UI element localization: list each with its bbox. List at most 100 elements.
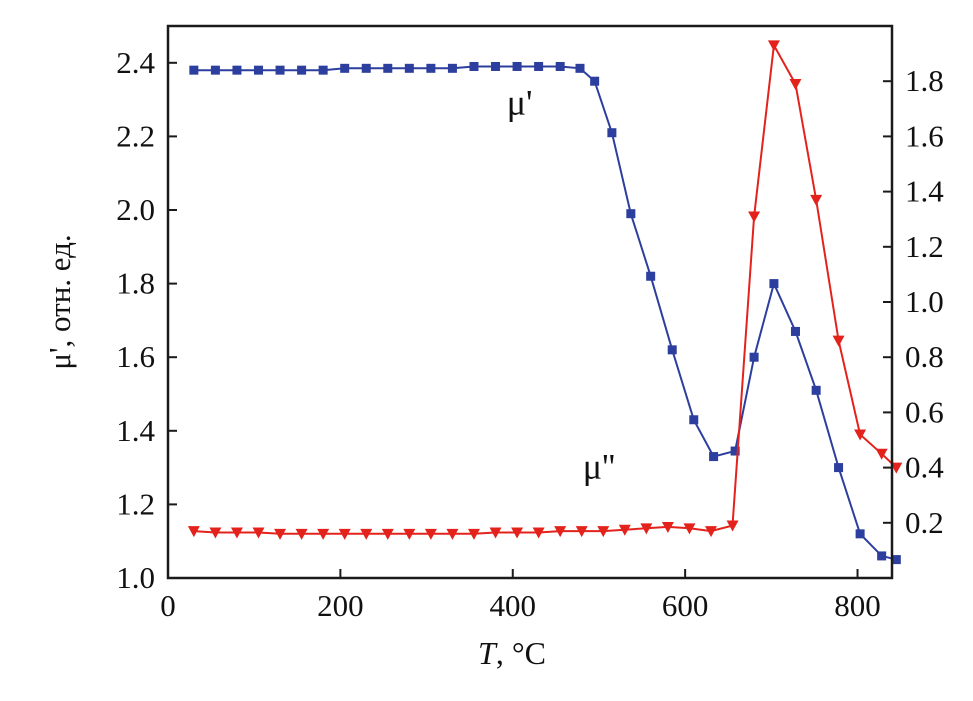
- mu-double-prime-marker: [575, 526, 588, 538]
- y-left-tick-label: 1.8: [116, 266, 155, 301]
- mu-double-prime-marker: [489, 527, 502, 539]
- mu-prime-marker: [877, 551, 887, 561]
- y-right-tick-label: 0.2: [905, 505, 944, 540]
- mu-prime-marker: [275, 65, 285, 75]
- x-tick-label: 200: [317, 588, 364, 623]
- mu-double-prime-marker: [187, 526, 200, 538]
- x-tick-label: 600: [662, 588, 709, 623]
- mu-prime-marker: [404, 63, 414, 73]
- mu-prime-marker: [426, 63, 436, 73]
- x-tick-label: 400: [490, 588, 537, 623]
- mu-double-prime-marker: [446, 528, 459, 540]
- mu-double-prime-marker: [618, 524, 631, 536]
- mu-prime-marker: [297, 65, 307, 75]
- mu-prime-marker: [709, 452, 719, 462]
- mu-prime-marker: [590, 76, 600, 86]
- mu-double-prime-marker: [511, 527, 524, 539]
- mu-double-prime-marker: [467, 528, 480, 540]
- y-right-tick-label: 0.4: [905, 450, 944, 485]
- mu-prime-marker: [361, 63, 371, 73]
- mu-double-prime-marker: [252, 527, 265, 539]
- mu-prime-marker: [646, 271, 656, 281]
- y-left-tick-label: 2.0: [116, 192, 155, 227]
- mu-prime-marker: [491, 61, 501, 71]
- mu-prime-marker: [447, 63, 457, 73]
- mu-double-prime-marker: [317, 528, 330, 540]
- mu-double-prime-marker: [640, 523, 653, 535]
- mu-prime-marker: [383, 63, 393, 73]
- mu-double-prime-marker: [597, 526, 610, 538]
- y-axis-label-left: μ', отн. ед.: [42, 234, 77, 369]
- mu-prime-marker: [189, 65, 199, 75]
- mu-prime-marker: [232, 65, 242, 75]
- x-axis-label-variable: T: [478, 635, 498, 671]
- mu-double-prime-marker: [767, 40, 780, 52]
- y-right-tick-label: 1.2: [905, 229, 944, 264]
- chart-svg: 0 200 400 600 800 1.0 1.2 1.4 1.6 1.8 2.0 2.2 2.4 0.2…: [42, 24, 944, 671]
- chart-plot-layer: 0 200 400 600 800 1.0 1.2 1.4 1.6 1.8 2.0 2.2 2.4 0.2…: [116, 24, 944, 623]
- mu-double-prime-marker: [683, 523, 696, 535]
- series-annotation: μ'': [583, 447, 615, 487]
- mu-prime-marker: [749, 352, 759, 362]
- mu-prime-marker: [575, 63, 585, 73]
- mu-prime-marker: [534, 61, 544, 71]
- series-annotation: μ': [507, 82, 533, 122]
- mu-double-prime-marker: [554, 526, 567, 538]
- y-left-tick-label: 1.6: [116, 339, 155, 374]
- permeability-vs-temperature-chart: 0 200 400 600 800 1.0 1.2 1.4 1.6 1.8 2.0 2.2 2.4 0.2…: [40, 16, 973, 685]
- mu-double-prime-marker: [726, 520, 739, 532]
- mu-prime-marker: [834, 463, 844, 473]
- y-right-tick-label: 1.8: [905, 63, 944, 98]
- mu-double-prime-line: [193, 42, 897, 535]
- mu-double-prime-marker: [338, 528, 351, 540]
- y-right-tick-label: 0.8: [905, 339, 944, 374]
- mu-prime-marker: [340, 63, 350, 73]
- mu-double-prime-marker: [209, 527, 222, 539]
- y-left-tick-label: 1.0: [116, 560, 155, 595]
- mu-prime-marker: [855, 529, 865, 539]
- x-axis-label-unit: , °C: [496, 635, 546, 671]
- mu-prime-marker: [607, 128, 617, 138]
- mu-double-prime-marker: [875, 448, 888, 460]
- mu-prime-marker: [667, 345, 677, 355]
- mu-prime-marker: [689, 415, 699, 425]
- mu-prime-marker: [210, 65, 220, 75]
- mu-double-prime-marker: [661, 521, 674, 533]
- mu-prime-marker: [769, 279, 779, 289]
- mu-prime-marker: [469, 61, 479, 71]
- mu-prime-marker: [555, 61, 565, 71]
- y-left-tick-label: 1.2: [116, 486, 155, 521]
- x-axis-label: T, °C: [478, 635, 546, 671]
- y-right-tick-label: 1.0: [905, 284, 944, 319]
- mu-double-prime-marker: [230, 527, 243, 539]
- y-left-tick-label: 2.2: [116, 118, 155, 153]
- x-tick-label: 0: [160, 588, 176, 623]
- mu-double-prime-marker: [890, 462, 903, 474]
- mu-prime-marker: [626, 209, 636, 219]
- plot-frame: [166, 24, 894, 580]
- mu-prime-marker: [318, 65, 328, 75]
- mu-double-prime-marker: [810, 194, 823, 206]
- mu-double-prime-marker: [532, 527, 545, 539]
- mu-double-prime-marker: [403, 528, 416, 540]
- y-right-tick-label: 1.6: [905, 118, 944, 153]
- mu-double-prime-marker: [748, 211, 761, 223]
- mu-double-prime-marker: [705, 526, 717, 538]
- mu-double-prime-marker: [832, 335, 845, 347]
- mu-double-prime-marker: [360, 528, 373, 540]
- mu-prime-marker: [891, 555, 901, 565]
- mu-prime-marker: [512, 61, 522, 71]
- x-tick-label: 800: [834, 588, 881, 623]
- mu-double-prime-marker: [295, 528, 308, 540]
- mu-double-prime-marker: [424, 528, 437, 540]
- mu-prime-marker: [730, 446, 740, 456]
- mu-double-prime-marker: [789, 78, 802, 90]
- mu-prime-marker: [254, 65, 263, 75]
- y-right-tick-label: 1.4: [905, 174, 944, 209]
- mu-prime-line: [193, 65, 897, 561]
- mu-double-prime-marker: [381, 528, 394, 540]
- mu-double-prime-marker: [274, 528, 287, 540]
- y-right-tick-label: 0.6: [905, 394, 944, 429]
- mu-double-prime-marker: [854, 429, 867, 441]
- mu-prime-marker: [790, 326, 800, 336]
